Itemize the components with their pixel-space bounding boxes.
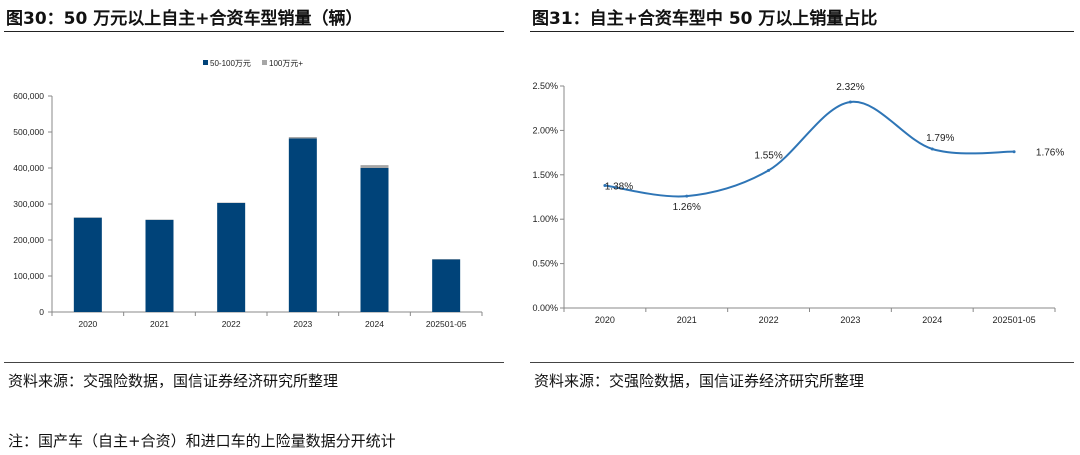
left-chart-title: 图30：50 万元以上自主+合资车型销量（辆）: [6, 9, 363, 29]
bar-100plus-2023: [288, 137, 317, 139]
x-tick-label: 202501-05: [426, 319, 467, 329]
y-tick-label: 500,000: [13, 127, 44, 137]
data-point: [685, 194, 689, 198]
y-tick-label: 0.00%: [532, 303, 558, 313]
left-title-rule: [4, 31, 504, 32]
legend-swatch-1: [203, 60, 208, 65]
y-tick-label: 0.50%: [532, 259, 558, 269]
bar-chart: 50-100万元 100万元+ 0 100,000 200,000 300,000 400,…: [13, 59, 483, 329]
bar-50-100-2022: [217, 202, 246, 312]
x-tick-label: 2021: [150, 319, 169, 329]
right-chart-title: 图31：自主+合资车型中 50 万以上销量占比: [532, 9, 878, 29]
x-tick-label: 2022: [222, 319, 241, 329]
data-point: [848, 100, 852, 104]
y-tick-label: 400,000: [13, 163, 44, 173]
data-point: [930, 147, 934, 151]
legend-label-2: 100万元+: [269, 59, 303, 68]
x-tick-label: 2024: [922, 315, 942, 325]
y-tick-label: 0: [39, 307, 44, 317]
x-tick-label: 2021: [677, 315, 697, 325]
y-tick-label: 1.50%: [532, 170, 558, 180]
y-tick-label: 2.50%: [532, 81, 558, 91]
bar-50-100-202501-05: [432, 259, 461, 312]
bar-100plus-2024: [360, 165, 389, 168]
x-tick-label: 202501-05: [993, 315, 1036, 325]
x-tick-label: 2023: [293, 319, 312, 329]
data-label: 1.79%: [926, 133, 954, 144]
y-tick-label: 200,000: [13, 235, 44, 245]
data-label: 1.76%: [1036, 148, 1064, 159]
data-label: 1.55%: [754, 150, 782, 161]
y-tick-label: 300,000: [13, 199, 44, 209]
share-line: [604, 100, 1015, 198]
line-chart: 0.00% 0.50% 1.00% 1.50% 2.00% 2.50% 2020 2021 20…: [532, 81, 1064, 325]
bar-50-100-2024: [360, 168, 389, 312]
right-title-rule: [530, 31, 1074, 32]
x-tick-label: 2023: [840, 315, 860, 325]
bar-50-100-2023: [288, 138, 317, 312]
data-point: [603, 183, 607, 187]
footnote-text: 注：国产车（自主+合资）和进口车的上险量数据分开统计: [8, 432, 396, 450]
legend-swatch-2: [262, 60, 267, 65]
data-point: [767, 168, 771, 172]
data-label: 1.38%: [605, 181, 633, 192]
x-tick-label: 2020: [78, 319, 97, 329]
legend-label-1: 50-100万元: [210, 59, 251, 68]
data-label: 1.26%: [673, 202, 701, 213]
y-tick-label: 2.00%: [532, 125, 558, 135]
y-tick-label: 100,000: [13, 271, 44, 281]
left-source-rule: [4, 362, 504, 363]
y-tick-label: 600,000: [13, 91, 44, 101]
data-point: [1012, 150, 1016, 154]
bar-50-100-2020: [73, 217, 102, 312]
right-source-text: 资料来源：交强险数据，国信证券经济研究所整理: [534, 372, 865, 390]
left-source-text: 资料来源：交强险数据，国信证券经济研究所整理: [8, 372, 339, 390]
data-label: 2.32%: [836, 82, 864, 93]
right-source-rule: [530, 362, 1074, 363]
x-tick-label: 2020: [595, 315, 615, 325]
bar-50-100-2021: [145, 219, 174, 312]
x-tick-label: 2024: [365, 319, 384, 329]
x-tick-label: 2022: [759, 315, 779, 325]
y-tick-label: 1.00%: [532, 214, 558, 224]
